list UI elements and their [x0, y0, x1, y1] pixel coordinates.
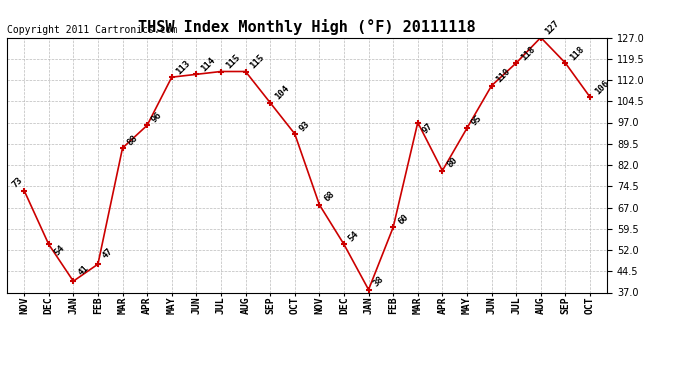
Text: 114: 114	[199, 56, 217, 74]
Text: 95: 95	[470, 113, 484, 128]
Text: 47: 47	[101, 247, 115, 261]
Text: 113: 113	[175, 58, 193, 76]
Text: 68: 68	[322, 190, 336, 204]
Text: 118: 118	[519, 45, 537, 62]
Text: 38: 38	[371, 275, 385, 289]
Text: 60: 60	[396, 213, 410, 226]
Text: 93: 93	[297, 119, 311, 133]
Text: 88: 88	[126, 133, 139, 147]
Text: 127: 127	[544, 19, 562, 37]
Text: 41: 41	[76, 264, 90, 278]
Text: 73: 73	[10, 176, 24, 190]
Text: 80: 80	[445, 156, 459, 170]
Text: 106: 106	[593, 78, 611, 96]
Text: 96: 96	[150, 111, 164, 125]
Text: Copyright 2011 Cartronics.com: Copyright 2011 Cartronics.com	[7, 25, 177, 35]
Text: 104: 104	[273, 84, 290, 102]
Text: 97: 97	[420, 122, 435, 136]
Text: 54: 54	[347, 230, 361, 243]
Title: THSW Index Monthly High (°F) 20111118: THSW Index Monthly High (°F) 20111118	[138, 19, 476, 35]
Text: 115: 115	[224, 53, 241, 71]
Text: 110: 110	[494, 67, 512, 85]
Text: 118: 118	[568, 45, 586, 62]
Text: 54: 54	[53, 243, 67, 258]
Text: 115: 115	[248, 53, 266, 71]
